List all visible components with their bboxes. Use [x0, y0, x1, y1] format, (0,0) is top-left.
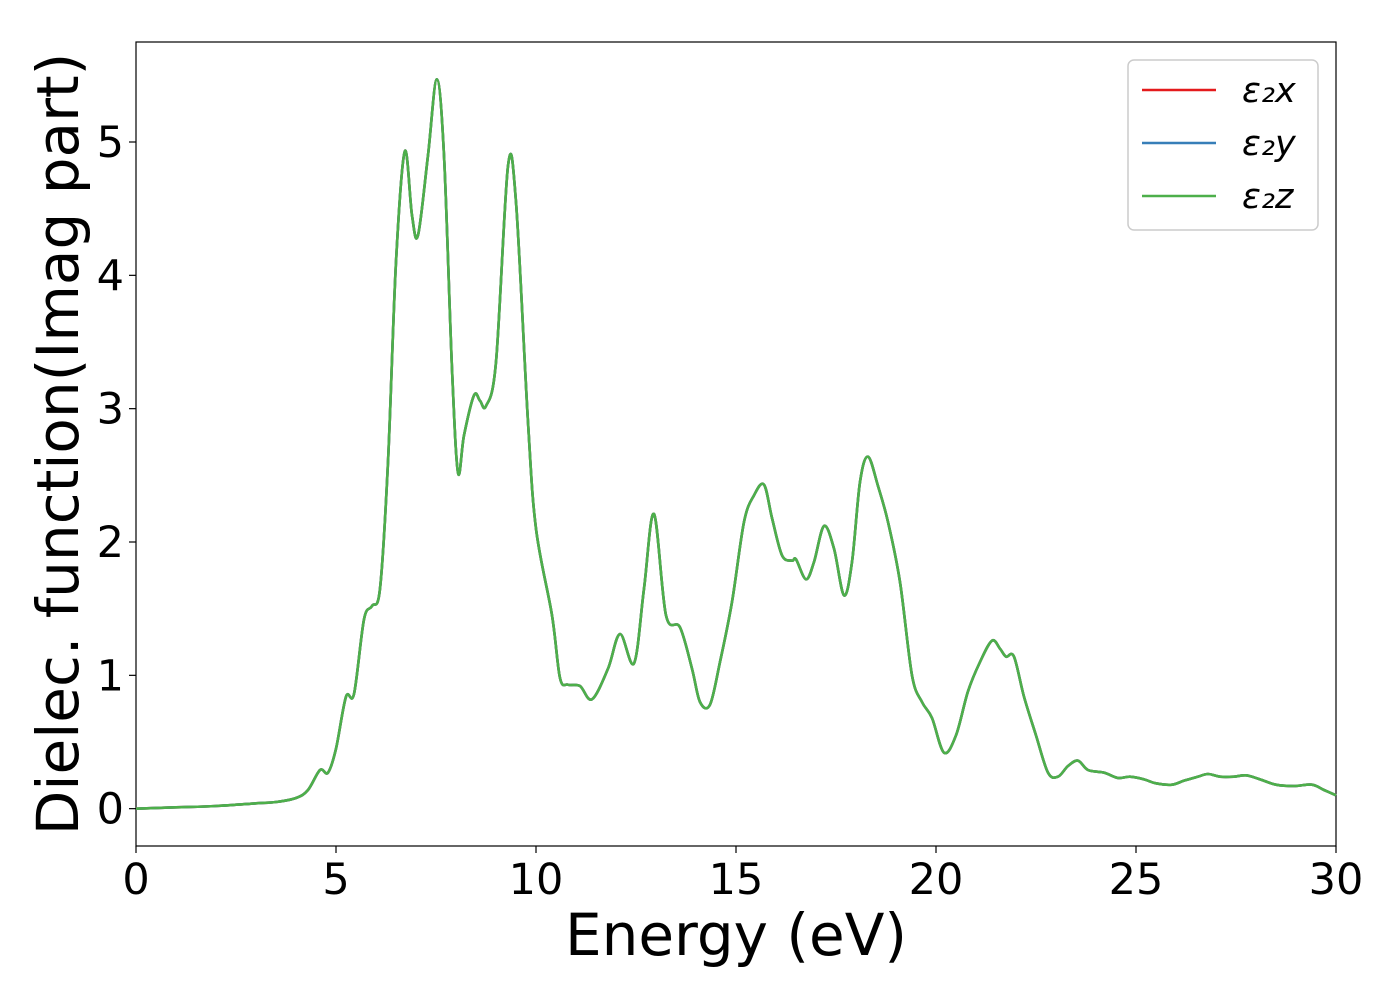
legend-label: ε₂y: [1242, 124, 1297, 164]
y-tick-label: 0: [97, 785, 124, 835]
x-tick-label: 0: [122, 855, 149, 905]
x-tick-label: 20: [909, 855, 964, 905]
y-axis-label: Dielec. function(Imag part): [24, 53, 92, 836]
x-tick-label: 25: [1109, 855, 1164, 905]
y-tick-label: 2: [97, 518, 124, 568]
y-tick-label: 1: [97, 651, 124, 701]
series-line-3: [135, 78, 1337, 810]
legend: ε₂x ε₂y ε₂z: [1127, 59, 1319, 231]
x-tick-label: 15: [709, 855, 764, 905]
y-axis-ticks: 0 1 2 3 4 5: [97, 118, 136, 835]
y-tick-label: 4: [97, 251, 124, 301]
x-tick-label: 10: [509, 855, 564, 905]
x-tick-label: 5: [322, 855, 349, 905]
x-axis-label: Energy (eV): [565, 901, 907, 969]
legend-box: [1127, 59, 1319, 231]
legend-entries: ε₂x ε₂y ε₂z: [1142, 71, 1297, 217]
x-tick-label: 30: [1309, 855, 1364, 905]
x-axis-ticks: 0 5 10 15 20 25 30: [122, 846, 1363, 905]
legend-label: ε₂z: [1242, 177, 1294, 217]
y-tick-label: 3: [97, 385, 124, 435]
legend-label: ε₂x: [1242, 71, 1296, 111]
y-tick-label: 5: [97, 118, 124, 168]
series-layer: [135, 78, 1337, 810]
